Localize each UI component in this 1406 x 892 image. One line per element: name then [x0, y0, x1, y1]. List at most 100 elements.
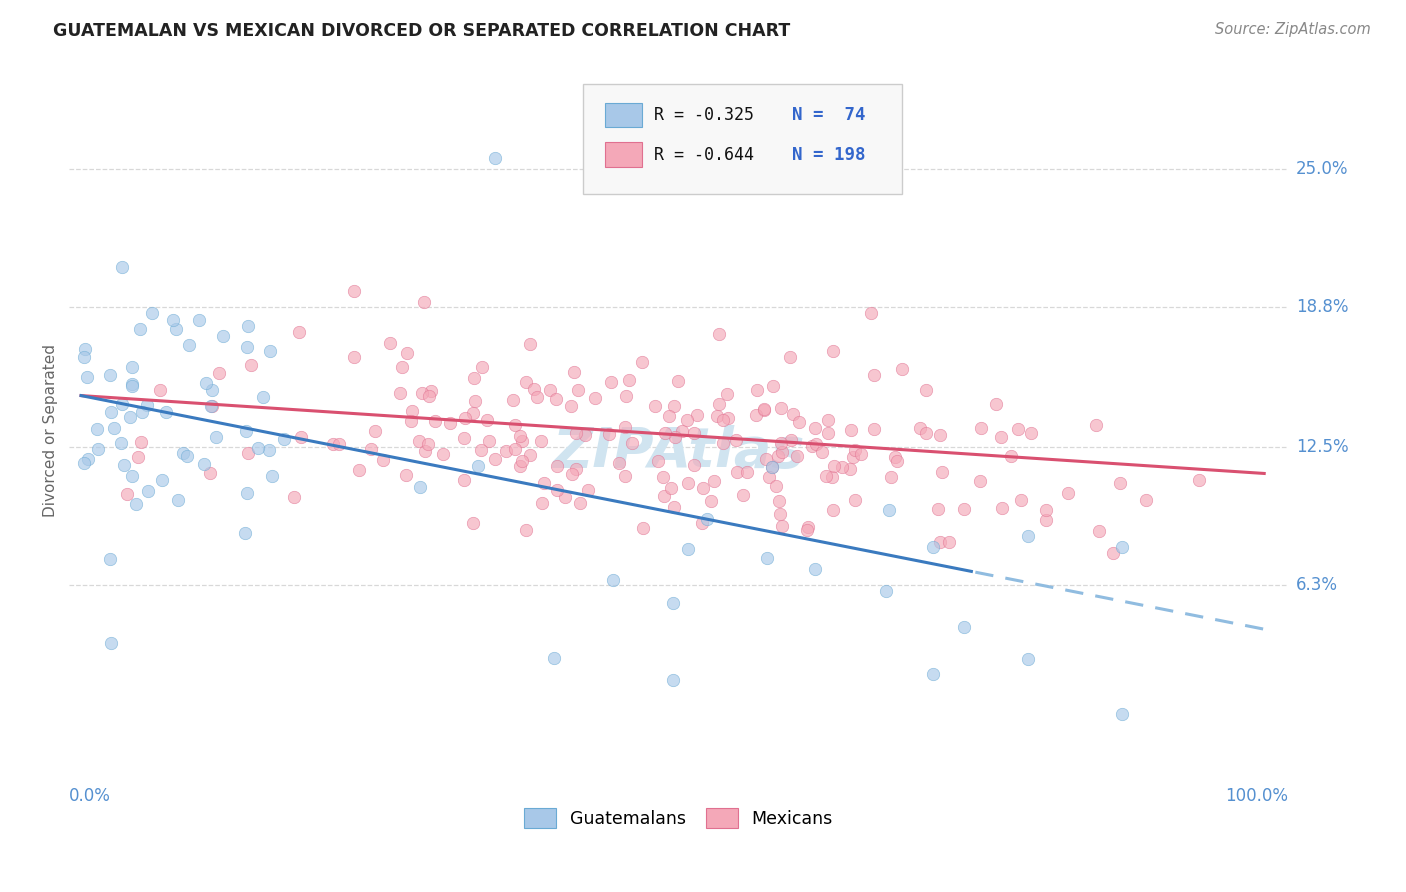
Point: [136, 398, 159, 412]
Point: [470, 442, 492, 457]
Point: [568, 496, 591, 510]
Point: [676, 413, 699, 427]
Y-axis label: Divorced or Separated: Divorced or Separated: [44, 343, 58, 516]
Point: [779, 433, 801, 447]
Point: [969, 475, 991, 489]
Point: [162, 313, 184, 327]
Point: [804, 437, 827, 451]
Point: [823, 343, 845, 358]
Point: [73, 456, 96, 470]
Point: [343, 350, 366, 364]
Point: [510, 454, 533, 468]
Point: [765, 479, 787, 493]
Point: [614, 420, 637, 434]
Point: [879, 502, 901, 516]
Point: [401, 404, 423, 418]
Point: [860, 306, 883, 320]
Point: [782, 407, 804, 421]
Point: [179, 338, 201, 352]
Point: [676, 475, 699, 490]
Point: [100, 405, 122, 419]
Point: [76, 370, 98, 384]
Point: [883, 450, 905, 464]
Point: [875, 584, 897, 599]
Point: [467, 459, 489, 474]
Point: [418, 389, 440, 403]
Point: [770, 519, 793, 533]
Point: [176, 449, 198, 463]
Point: [644, 399, 666, 413]
Point: [927, 502, 949, 516]
FancyBboxPatch shape: [606, 143, 643, 167]
Point: [607, 456, 630, 470]
Point: [602, 574, 624, 588]
Point: [1088, 524, 1111, 539]
Point: [567, 384, 589, 398]
Point: [991, 500, 1014, 515]
Point: [73, 350, 96, 364]
Point: [198, 467, 221, 481]
Point: [127, 450, 149, 465]
Point: [503, 442, 526, 456]
Point: [111, 260, 134, 275]
Point: [543, 651, 565, 665]
Point: [235, 526, 257, 541]
Point: [510, 434, 533, 448]
Point: [787, 415, 810, 429]
Point: [1010, 492, 1032, 507]
Point: [652, 490, 675, 504]
Point: [706, 409, 728, 424]
Text: 6.3%: 6.3%: [1296, 575, 1339, 594]
Point: [779, 350, 801, 364]
Point: [121, 468, 143, 483]
Point: [631, 355, 654, 369]
FancyBboxPatch shape: [606, 103, 643, 127]
Point: [617, 373, 640, 387]
Point: [259, 344, 281, 359]
Point: [1019, 425, 1042, 440]
Point: [453, 431, 475, 445]
Point: [530, 434, 553, 448]
Point: [922, 667, 945, 681]
Point: [1135, 492, 1157, 507]
Point: [890, 362, 912, 376]
Point: [717, 411, 740, 425]
Point: [103, 421, 125, 435]
Point: [844, 493, 866, 508]
Point: [598, 427, 620, 442]
Point: [1035, 513, 1057, 527]
Point: [117, 487, 139, 501]
Point: [423, 414, 446, 428]
Point: [1111, 540, 1133, 554]
Point: [725, 434, 748, 448]
Point: [658, 409, 681, 424]
Point: [839, 462, 862, 476]
Point: [546, 483, 568, 497]
Point: [931, 465, 953, 479]
Point: [484, 151, 506, 165]
Point: [76, 452, 98, 467]
Point: [851, 447, 873, 461]
Point: [564, 462, 586, 476]
Point: [526, 390, 548, 404]
Text: 12.5%: 12.5%: [1296, 438, 1348, 456]
Point: [842, 450, 865, 464]
Point: [770, 436, 793, 450]
Point: [766, 449, 789, 463]
Point: [659, 481, 682, 495]
Point: [523, 382, 546, 396]
Point: [290, 430, 312, 444]
Point: [411, 386, 433, 401]
Point: [439, 416, 461, 430]
Point: [769, 507, 792, 521]
Point: [546, 392, 568, 407]
Point: [803, 562, 825, 576]
Text: 18.8%: 18.8%: [1296, 298, 1348, 316]
Point: [172, 445, 194, 459]
Point: [922, 540, 945, 554]
Point: [409, 480, 432, 494]
Point: [408, 434, 430, 448]
Point: [98, 368, 121, 382]
Point: [692, 516, 714, 530]
Point: [399, 414, 422, 428]
